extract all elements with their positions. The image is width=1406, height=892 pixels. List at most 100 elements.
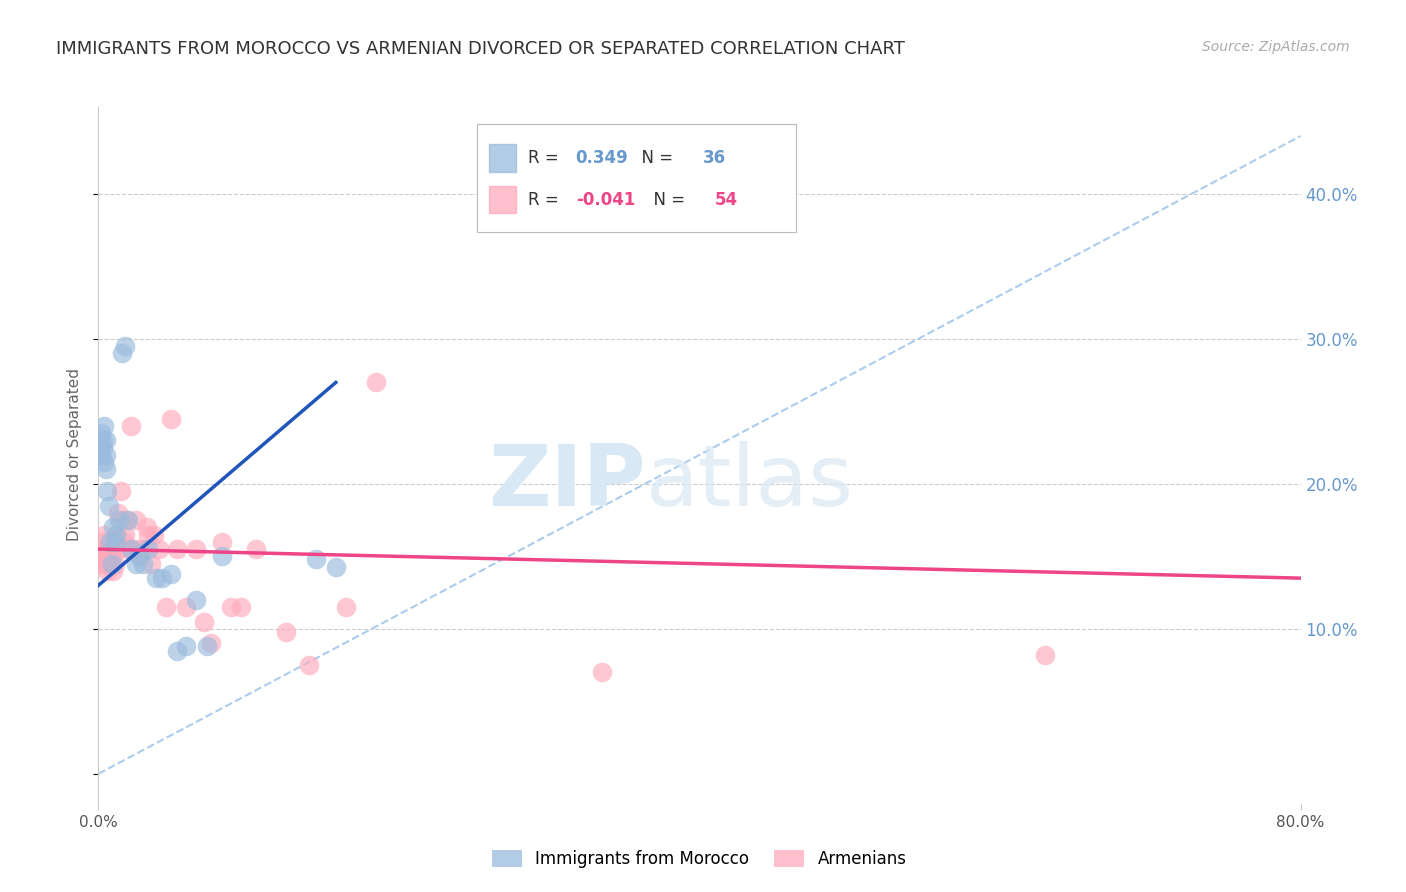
Point xyxy=(121,419,143,434)
Point xyxy=(105,527,128,541)
Point xyxy=(107,506,129,520)
Point xyxy=(93,549,115,564)
Text: Source: ZipAtlas.com: Source: ZipAtlas.com xyxy=(1202,40,1350,54)
Point xyxy=(174,639,197,653)
Text: 0.349: 0.349 xyxy=(575,149,628,167)
Point xyxy=(1033,648,1056,662)
Text: N =: N = xyxy=(631,149,678,167)
Point xyxy=(94,448,117,462)
Point xyxy=(93,419,115,434)
Y-axis label: Divorced or Separated: Divorced or Separated xyxy=(67,368,83,541)
Point xyxy=(136,542,159,557)
Text: N =: N = xyxy=(643,191,690,209)
Bar xyxy=(489,144,516,172)
Point xyxy=(91,441,114,455)
Point xyxy=(111,513,134,527)
Point xyxy=(200,636,222,650)
Point xyxy=(366,376,388,390)
Text: 54: 54 xyxy=(716,191,738,209)
Point xyxy=(150,571,173,585)
Point xyxy=(122,542,145,557)
Point xyxy=(96,542,118,557)
Point xyxy=(276,624,298,639)
Point xyxy=(125,557,148,571)
Point xyxy=(135,520,157,534)
Point xyxy=(114,339,136,353)
Point xyxy=(108,542,131,557)
Point xyxy=(110,484,132,499)
Point xyxy=(325,559,347,574)
Point xyxy=(145,571,167,585)
Point xyxy=(90,448,112,462)
Point xyxy=(166,542,188,557)
Point xyxy=(155,600,177,615)
Point xyxy=(100,549,122,564)
Point xyxy=(91,535,114,549)
Point xyxy=(184,592,207,607)
Point xyxy=(97,499,120,513)
Text: 36: 36 xyxy=(703,149,727,167)
Point xyxy=(219,600,242,615)
Point xyxy=(136,527,159,541)
Legend: Immigrants from Morocco, Armenians: Immigrants from Morocco, Armenians xyxy=(485,843,914,874)
Point xyxy=(93,527,115,541)
Point xyxy=(115,513,138,527)
Point xyxy=(132,542,155,557)
Point xyxy=(91,549,114,564)
Point xyxy=(89,441,111,455)
Text: atlas: atlas xyxy=(645,442,853,524)
Point xyxy=(211,549,233,564)
Point xyxy=(159,411,181,425)
Point xyxy=(128,549,150,564)
Point xyxy=(128,542,150,557)
Point xyxy=(94,542,117,557)
Point xyxy=(103,564,125,578)
Point xyxy=(139,557,162,571)
Point xyxy=(105,527,128,541)
Point xyxy=(193,615,215,629)
Point xyxy=(108,513,131,527)
Point xyxy=(89,557,111,571)
Point xyxy=(96,484,118,499)
Text: -0.041: -0.041 xyxy=(575,191,636,209)
Text: R =: R = xyxy=(527,149,564,167)
Point xyxy=(103,520,125,534)
Point xyxy=(132,557,155,571)
Point xyxy=(111,346,134,360)
Point xyxy=(104,535,127,549)
Point xyxy=(100,535,122,549)
Point xyxy=(211,535,233,549)
Point xyxy=(90,542,112,557)
Text: R =: R = xyxy=(527,191,564,209)
Point xyxy=(184,542,207,557)
Point xyxy=(166,643,188,657)
Text: IMMIGRANTS FROM MOROCCO VS ARMENIAN DIVORCED OR SEPARATED CORRELATION CHART: IMMIGRANTS FROM MOROCCO VS ARMENIAN DIVO… xyxy=(56,40,905,58)
Point xyxy=(125,513,148,527)
Point xyxy=(101,557,124,571)
Point xyxy=(91,434,114,448)
Point xyxy=(100,557,122,571)
Point xyxy=(97,557,120,571)
Point xyxy=(112,535,135,549)
Point xyxy=(143,527,166,541)
Point xyxy=(90,426,112,441)
Point xyxy=(298,658,321,673)
Point xyxy=(245,542,267,557)
Point xyxy=(94,462,117,476)
Point xyxy=(305,552,328,566)
Point xyxy=(94,557,117,571)
Point xyxy=(101,549,124,564)
Text: ZIP: ZIP xyxy=(488,442,645,524)
Point xyxy=(231,600,253,615)
Point xyxy=(101,535,124,549)
Point xyxy=(96,564,118,578)
Point xyxy=(195,639,218,653)
Point xyxy=(117,513,139,527)
Point xyxy=(94,434,117,448)
Point xyxy=(335,600,357,615)
Point xyxy=(148,542,170,557)
Point xyxy=(591,665,613,680)
FancyBboxPatch shape xyxy=(477,124,796,232)
Point xyxy=(117,542,139,557)
Point xyxy=(174,600,197,615)
